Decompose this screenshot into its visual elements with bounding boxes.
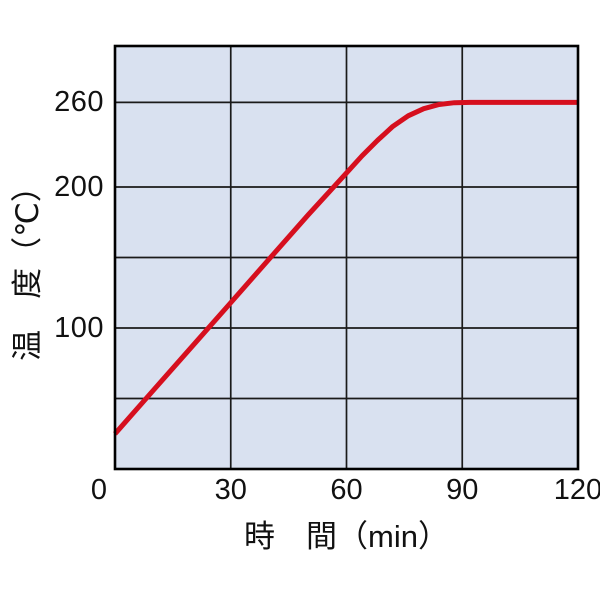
y-tick-label: 100 — [54, 312, 104, 344]
y-axis-title: 温 度（℃） — [10, 171, 45, 361]
x-tick-label: 0 — [90, 474, 108, 506]
y-tick-label: 260 — [54, 86, 104, 119]
x-tick-label: 60 — [330, 474, 363, 506]
x-tick-label: 90 — [446, 474, 479, 506]
x-tick-label: 120 — [553, 474, 600, 506]
y-tick-label: 200 — [54, 171, 104, 203]
temperature-curve — [113, 99, 578, 436]
x-axis-title: 時 間（min） — [244, 519, 449, 554]
plot-border — [113, 44, 580, 471]
x-tick-label: 30 — [214, 474, 247, 506]
